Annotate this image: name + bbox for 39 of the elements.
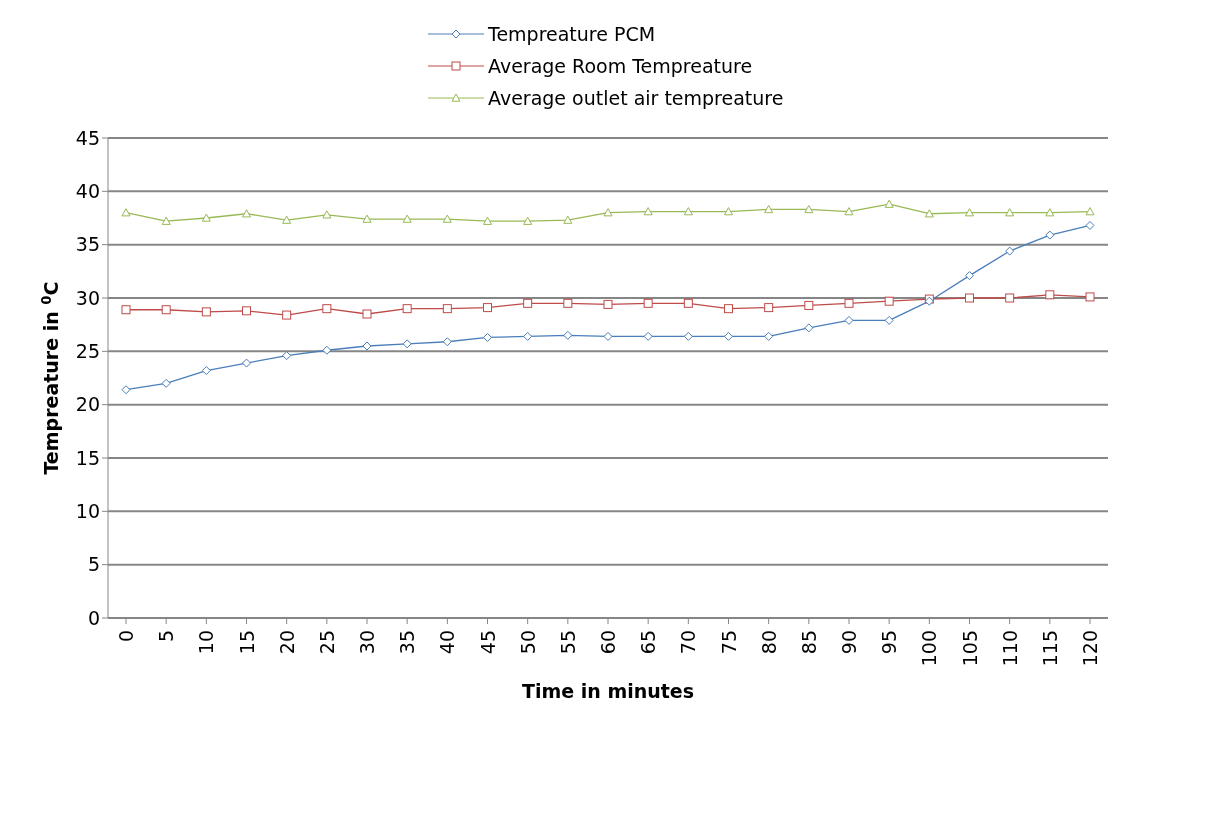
x-tick-label: 115 <box>1038 630 1061 667</box>
y-tick-label: 15 <box>75 446 100 469</box>
x-tick-label: 65 <box>637 630 660 655</box>
x-tick-label: 90 <box>838 630 860 655</box>
x-tick-label: 100 <box>918 630 941 667</box>
y-tick-label: 35 <box>75 233 100 256</box>
x-tick-label: 95 <box>878 630 901 655</box>
x-tick-label: 15 <box>235 630 258 655</box>
x-tick-label: 110 <box>998 630 1021 667</box>
x-tick-label: 25 <box>315 630 338 655</box>
x-tick-label: 85 <box>797 630 820 655</box>
x-tick-label: 40 <box>436 630 459 655</box>
y-tick-label: 0 <box>87 606 100 629</box>
x-tick-label: 35 <box>396 630 419 655</box>
x-axis-title: Time in minutes <box>521 680 695 702</box>
x-tick-label: 60 <box>597 630 619 655</box>
x-tick-label: 120 <box>1079 630 1101 667</box>
x-tick-label: 10 <box>195 630 218 655</box>
x-tick-label: 70 <box>677 630 700 655</box>
legend-label: Average Room Tempreature <box>488 55 753 77</box>
x-tick-label: 55 <box>556 630 579 655</box>
x-tick-label: 5 <box>155 630 178 643</box>
x-tick-label: 30 <box>356 630 378 655</box>
x-tick-label: 105 <box>958 630 981 667</box>
y-tick-label: 20 <box>75 393 100 416</box>
y-tick-label: 30 <box>75 286 100 309</box>
x-tick-label: 50 <box>516 630 539 655</box>
y-tick-label: 40 <box>75 180 100 203</box>
x-tick-label: 45 <box>476 630 499 655</box>
x-tick-label: 20 <box>275 630 298 655</box>
y-tick-label: 45 <box>75 126 100 149</box>
y-tick-label: 5 <box>87 553 100 576</box>
x-tick-label: 80 <box>757 630 780 655</box>
y-tick-label: 25 <box>75 340 100 363</box>
legend-label: Average outlet air tempreature <box>488 87 784 109</box>
legend-label: Tempreature PCM <box>488 23 656 45</box>
y-tick-label: 10 <box>75 500 100 523</box>
x-tick-label: 75 <box>717 630 740 655</box>
x-tick-label: 0 <box>115 630 137 643</box>
